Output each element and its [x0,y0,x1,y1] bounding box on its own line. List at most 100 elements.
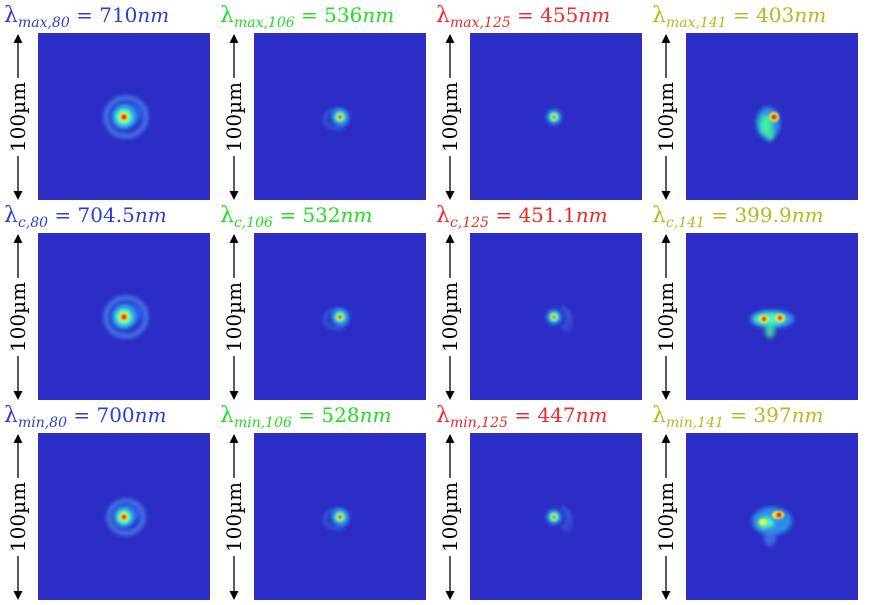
wavelength-unit: nm [340,203,373,227]
scale-bar: 100µm [652,234,680,400]
beam-spot-small [254,33,426,200]
mode-cell: λc,80 = 704.5nm 100µm [0,200,217,400]
wavelength-value: 704.5 [77,203,135,227]
wavelength-label: λc,125 = 451.1nm [436,200,650,231]
mode-cell: λc,141 = 399.9nm 100µm [648,200,865,400]
wavelength-label: λmin,80 = 700nm [4,400,218,431]
equals-sign: = [488,203,519,227]
equals-sign: = [704,203,735,227]
wavelength-value: 447 [537,403,576,427]
scale-label-wrap: 100µm [220,434,248,600]
wavelength-value: 532 [302,203,341,227]
scale-label: 100µm [438,77,463,157]
wavelength-label: λmax,125 = 455nm [436,0,650,31]
wavelength-value: 397 [753,403,792,427]
scale-bar: 100µm [220,434,248,600]
mode-intensity-panel [254,233,426,400]
wavelength-label: λc,106 = 532nm [220,200,434,231]
scale-label: 100µm [438,477,463,557]
equals-sign: = [726,3,757,27]
scale-label-wrap: 100µm [4,234,32,400]
wavelength-unit: nm [134,203,167,227]
mode-cell: λmin,125 = 447nm 100µm [432,400,649,600]
wavelength-subscript: min,141 [665,415,724,431]
mode-cell: λmin,141 = 397nm 100µm [648,400,865,600]
scale-label: 100µm [6,77,31,157]
equals-sign: = [48,203,78,227]
equals-sign: = [510,3,541,27]
wavelength-label: λmax,80 = 710nm [4,0,218,31]
wavelength-subscript: c,106 [233,215,273,231]
wavelength-subscript: c,125 [449,215,489,231]
scale-label: 100µm [654,477,679,557]
scale-bar: 100µm [220,234,248,400]
scale-label-wrap: 100µm [4,34,32,200]
wavelength-subscript: max,141 [665,15,727,31]
mode-cell: λmax,80 = 710nm 100µm [0,0,217,200]
scale-label-wrap: 100µm [220,34,248,200]
mode-intensity-panel [254,33,426,200]
wavelength-label: λmax,141 = 403nm [652,0,866,31]
beam-spot-tiny-ringed [470,433,642,600]
mode-intensity-panel [254,433,426,600]
lambda-symbol: λ [4,3,18,28]
wavelength-subscript: max,125 [449,15,511,31]
mode-cell: λmin,106 = 528nm 100µm [216,400,433,600]
mode-cell: λmin,80 = 700nm 100µm [0,400,217,600]
scale-label-wrap: 100µm [652,34,680,200]
wavelength-value: 700 [96,403,135,427]
scale-bar: 100µm [220,34,248,200]
mode-cell: λmax,141 = 403nm 100µm [648,0,865,200]
beam-spot-small [254,433,426,600]
beam-spot-halo-large [38,33,210,200]
lambda-symbol: λ [220,403,234,428]
beam-spot-distorted-b [686,233,858,400]
mode-cell: λc,106 = 532nm 100µm [216,200,433,400]
beam-spot-halo-large [38,233,210,400]
wavelength-unit: nm [791,403,824,427]
equals-sign: = [507,403,538,427]
equals-sign: = [291,403,322,427]
scale-bar: 100µm [4,434,32,600]
wavelength-subscript: max,80 [17,15,70,31]
mode-cell: λmax,125 = 455nm 100µm [432,0,649,200]
scale-label-wrap: 100µm [220,234,248,400]
beam-spot-halo-medium [38,433,210,600]
mode-intensity-panel [470,433,642,600]
mode-intensity-panel [470,33,642,200]
beam-spot-distorted-a [686,33,858,200]
scale-label-wrap: 100µm [4,434,32,600]
mode-cell: λmax,106 = 536nm 100µm [216,0,433,200]
wavelength-subscript: min,80 [17,415,67,431]
wavelength-unit: nm [794,3,827,27]
equals-sign: = [272,203,303,227]
scale-label-wrap: 100µm [436,34,464,200]
scale-bar: 100µm [4,234,32,400]
wavelength-value: 710 [99,3,138,27]
scale-bar: 100µm [652,434,680,600]
scale-bar: 100µm [436,34,464,200]
lambda-symbol: λ [220,203,234,228]
beam-spot-small [254,233,426,400]
wavelength-unit: nm [134,403,167,427]
mode-intensity-panel [38,233,210,400]
beam-spot-distorted-c [686,433,858,600]
wavelength-subscript: c,80 [17,215,49,231]
mode-intensity-panel [686,33,858,200]
scale-bar: 100µm [436,434,464,600]
wavelength-subscript: min,106 [233,415,292,431]
scale-label: 100µm [654,77,679,157]
wavelength-unit: nm [137,3,170,27]
mode-intensity-panel [38,433,210,600]
wavelength-unit: nm [575,403,608,427]
wavelength-unit: nm [575,203,608,227]
wavelength-subscript: c,141 [665,215,705,231]
lambda-symbol: λ [4,203,18,228]
scale-bar: 100µm [4,34,32,200]
scale-label-wrap: 100µm [436,234,464,400]
scale-label-wrap: 100µm [652,434,680,600]
scale-label: 100µm [6,277,31,357]
wavelength-value: 403 [756,3,795,27]
wavelength-label: λc,80 = 704.5nm [4,200,218,231]
equals-sign: = [67,403,97,427]
